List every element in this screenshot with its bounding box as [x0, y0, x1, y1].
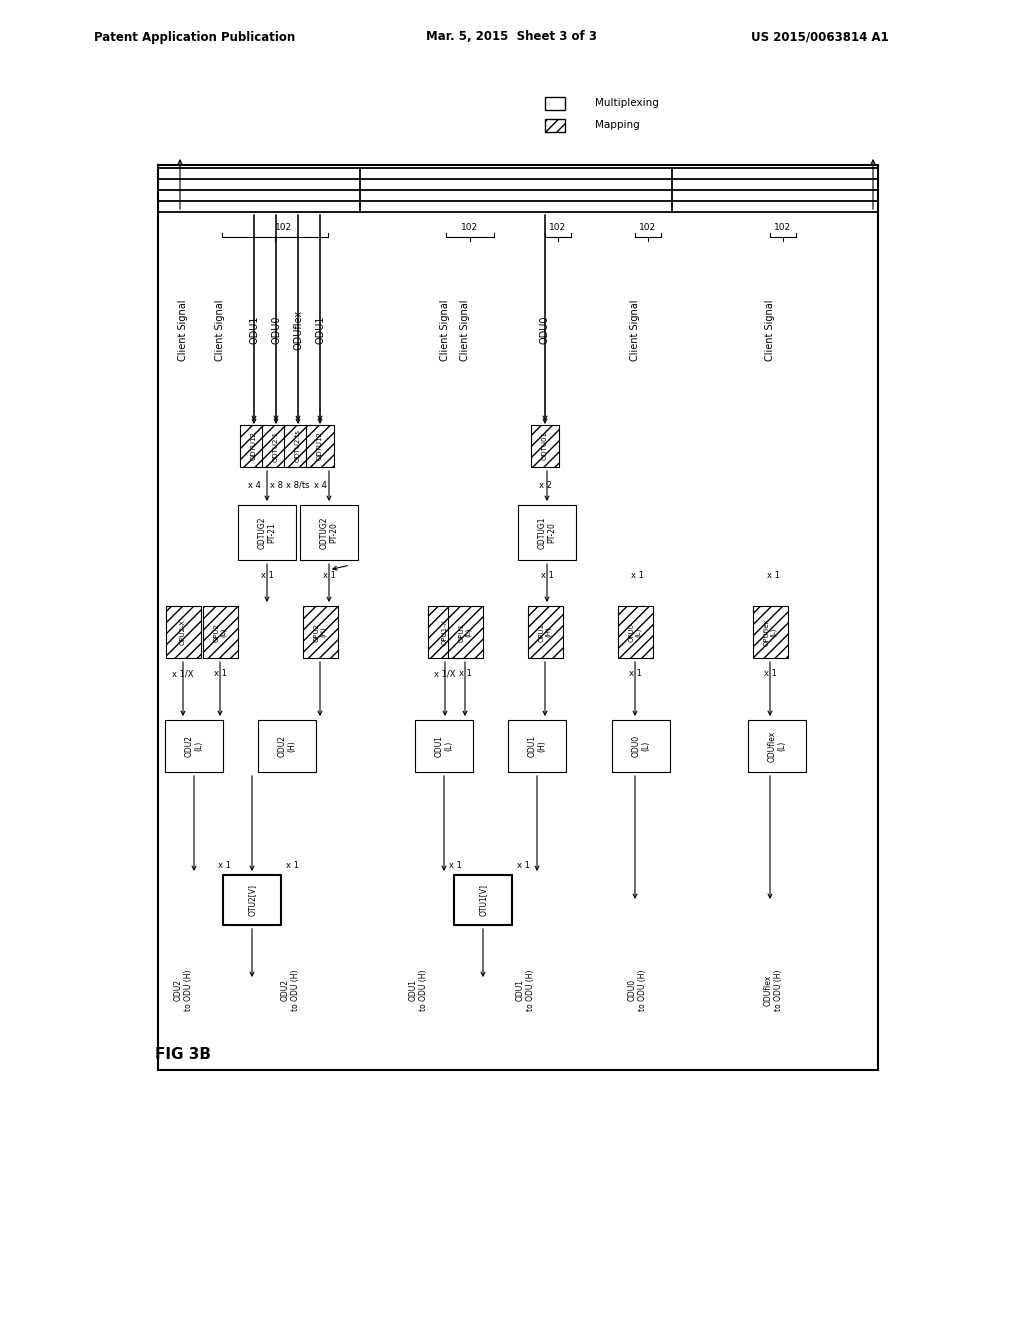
Text: ODU2
(L): ODU2 (L) — [184, 735, 204, 756]
Text: x 2: x 2 — [539, 480, 552, 490]
Text: x 4: x 4 — [313, 480, 327, 490]
Text: OPU2
(L): OPU2 (L) — [213, 623, 226, 642]
Text: 102: 102 — [774, 223, 792, 232]
Bar — [612, 719, 670, 772]
Bar — [508, 719, 566, 772]
Text: Client Signal: Client Signal — [460, 300, 470, 360]
Bar — [240, 425, 268, 467]
Text: x 1: x 1 — [214, 669, 226, 678]
Text: 102: 102 — [639, 223, 656, 232]
Text: ODTU01: ODTU01 — [542, 432, 548, 461]
Bar — [306, 425, 334, 467]
Text: Client Signal: Client Signal — [630, 300, 640, 360]
Text: Client Signal: Client Signal — [765, 300, 775, 360]
Text: Mapping: Mapping — [595, 120, 640, 131]
Bar — [415, 719, 473, 772]
Text: OTU2[V]: OTU2[V] — [248, 884, 256, 916]
Text: OPU1-X: OPU1-X — [442, 619, 449, 645]
Bar — [427, 606, 463, 657]
Text: ODTUG2
PT-20: ODTUG2 PT-20 — [319, 516, 339, 549]
Text: x 1: x 1 — [449, 861, 462, 870]
Text: US 2015/0063814 A1: US 2015/0063814 A1 — [752, 30, 889, 44]
Text: 102: 102 — [550, 223, 566, 232]
Bar — [165, 719, 223, 772]
Text: ODU2
to ODU (H): ODU2 to ODU (H) — [173, 969, 193, 1011]
Bar — [262, 425, 290, 467]
Text: ODUflex: ODUflex — [293, 310, 303, 350]
Text: Client Signal: Client Signal — [178, 300, 188, 360]
Text: x 1: x 1 — [629, 669, 641, 678]
Text: OPU1
(L): OPU1 (L) — [459, 623, 472, 642]
Text: 102: 102 — [462, 223, 478, 232]
Text: ODU1
to ODU (H): ODU1 to ODU (H) — [409, 969, 428, 1011]
Text: ODUflex
(L): ODUflex (L) — [767, 730, 786, 762]
Text: x 1: x 1 — [631, 570, 643, 579]
Text: OPUflex
(L): OPUflex (L) — [763, 618, 777, 645]
Bar — [531, 425, 559, 467]
Text: x 1: x 1 — [260, 570, 273, 579]
Bar — [300, 506, 358, 560]
Text: Patent Application Publication: Patent Application Publication — [94, 30, 296, 44]
Bar — [753, 606, 787, 657]
Bar — [284, 425, 312, 467]
Text: ODUflex
to ODU (H): ODUflex to ODU (H) — [763, 969, 782, 1011]
Text: ODU2
to ODU (H): ODU2 to ODU (H) — [281, 969, 300, 1011]
Text: FIG 3B: FIG 3B — [155, 1047, 211, 1063]
Text: ODTU12: ODTU12 — [251, 432, 257, 461]
Text: x 8: x 8 — [269, 480, 283, 490]
Text: x 4: x 4 — [248, 480, 260, 490]
Bar — [302, 606, 338, 657]
Bar — [518, 506, 575, 560]
Text: 102: 102 — [275, 223, 293, 232]
Bar — [258, 719, 316, 772]
Text: x 8/ts: x 8/ts — [287, 480, 309, 490]
Text: ODTUG2
PT-21: ODTUG2 PT-21 — [257, 516, 276, 549]
Text: x 1: x 1 — [459, 669, 471, 678]
Text: OTU1[V]: OTU1[V] — [478, 884, 487, 916]
Bar — [166, 606, 201, 657]
Text: x 1/X: x 1/X — [172, 669, 194, 678]
Text: x 1: x 1 — [767, 570, 779, 579]
Text: ODU2
(H): ODU2 (H) — [278, 735, 297, 756]
Text: ODU1: ODU1 — [249, 315, 259, 345]
Text: Client Signal: Client Signal — [215, 300, 225, 360]
Text: OPU1
(H): OPU1 (H) — [539, 623, 552, 642]
Bar — [238, 506, 296, 560]
Bar — [617, 606, 652, 657]
Text: x 1: x 1 — [286, 861, 298, 870]
Text: x 1: x 1 — [217, 861, 230, 870]
Bar — [545, 119, 565, 132]
Text: x 1: x 1 — [516, 861, 529, 870]
Text: ODU1
(H): ODU1 (H) — [527, 735, 547, 756]
Text: ODU0: ODU0 — [540, 315, 550, 345]
Bar — [527, 606, 562, 657]
Text: OPU2
(H): OPU2 (H) — [313, 623, 327, 642]
Text: x 1/X: x 1/X — [434, 669, 456, 678]
Bar — [203, 606, 238, 657]
Text: ODTU12: ODTU12 — [317, 432, 323, 461]
Text: x 1: x 1 — [541, 570, 553, 579]
Text: ODU1
(L): ODU1 (L) — [434, 735, 454, 756]
Text: x 1: x 1 — [764, 669, 776, 678]
Text: ODU0: ODU0 — [271, 315, 281, 345]
Text: ODTUG1
PT-20: ODTUG1 PT-20 — [538, 516, 557, 549]
Text: ODU0
to ODU (H): ODU0 to ODU (H) — [628, 969, 647, 1011]
Bar — [223, 875, 281, 925]
Bar — [454, 875, 512, 925]
Text: ODU0
(L): ODU0 (L) — [632, 735, 650, 758]
Text: ODTU2.1: ODTU2.1 — [273, 430, 279, 462]
Text: OPU2-X: OPU2-X — [180, 619, 186, 645]
Bar — [447, 606, 482, 657]
Text: OPU0
(L): OPU0 (L) — [629, 623, 642, 642]
Text: Multiplexing: Multiplexing — [595, 99, 658, 108]
Text: Mar. 5, 2015  Sheet 3 of 3: Mar. 5, 2015 Sheet 3 of 3 — [427, 30, 597, 44]
Text: Client Signal: Client Signal — [440, 300, 450, 360]
Text: ODU1
to ODU (H): ODU1 to ODU (H) — [515, 969, 535, 1011]
Text: ODTU2.ts: ODTU2.ts — [295, 429, 301, 462]
Bar — [545, 96, 565, 110]
Text: x 1: x 1 — [323, 570, 336, 579]
Text: ODU1: ODU1 — [315, 315, 325, 345]
Bar — [748, 719, 806, 772]
